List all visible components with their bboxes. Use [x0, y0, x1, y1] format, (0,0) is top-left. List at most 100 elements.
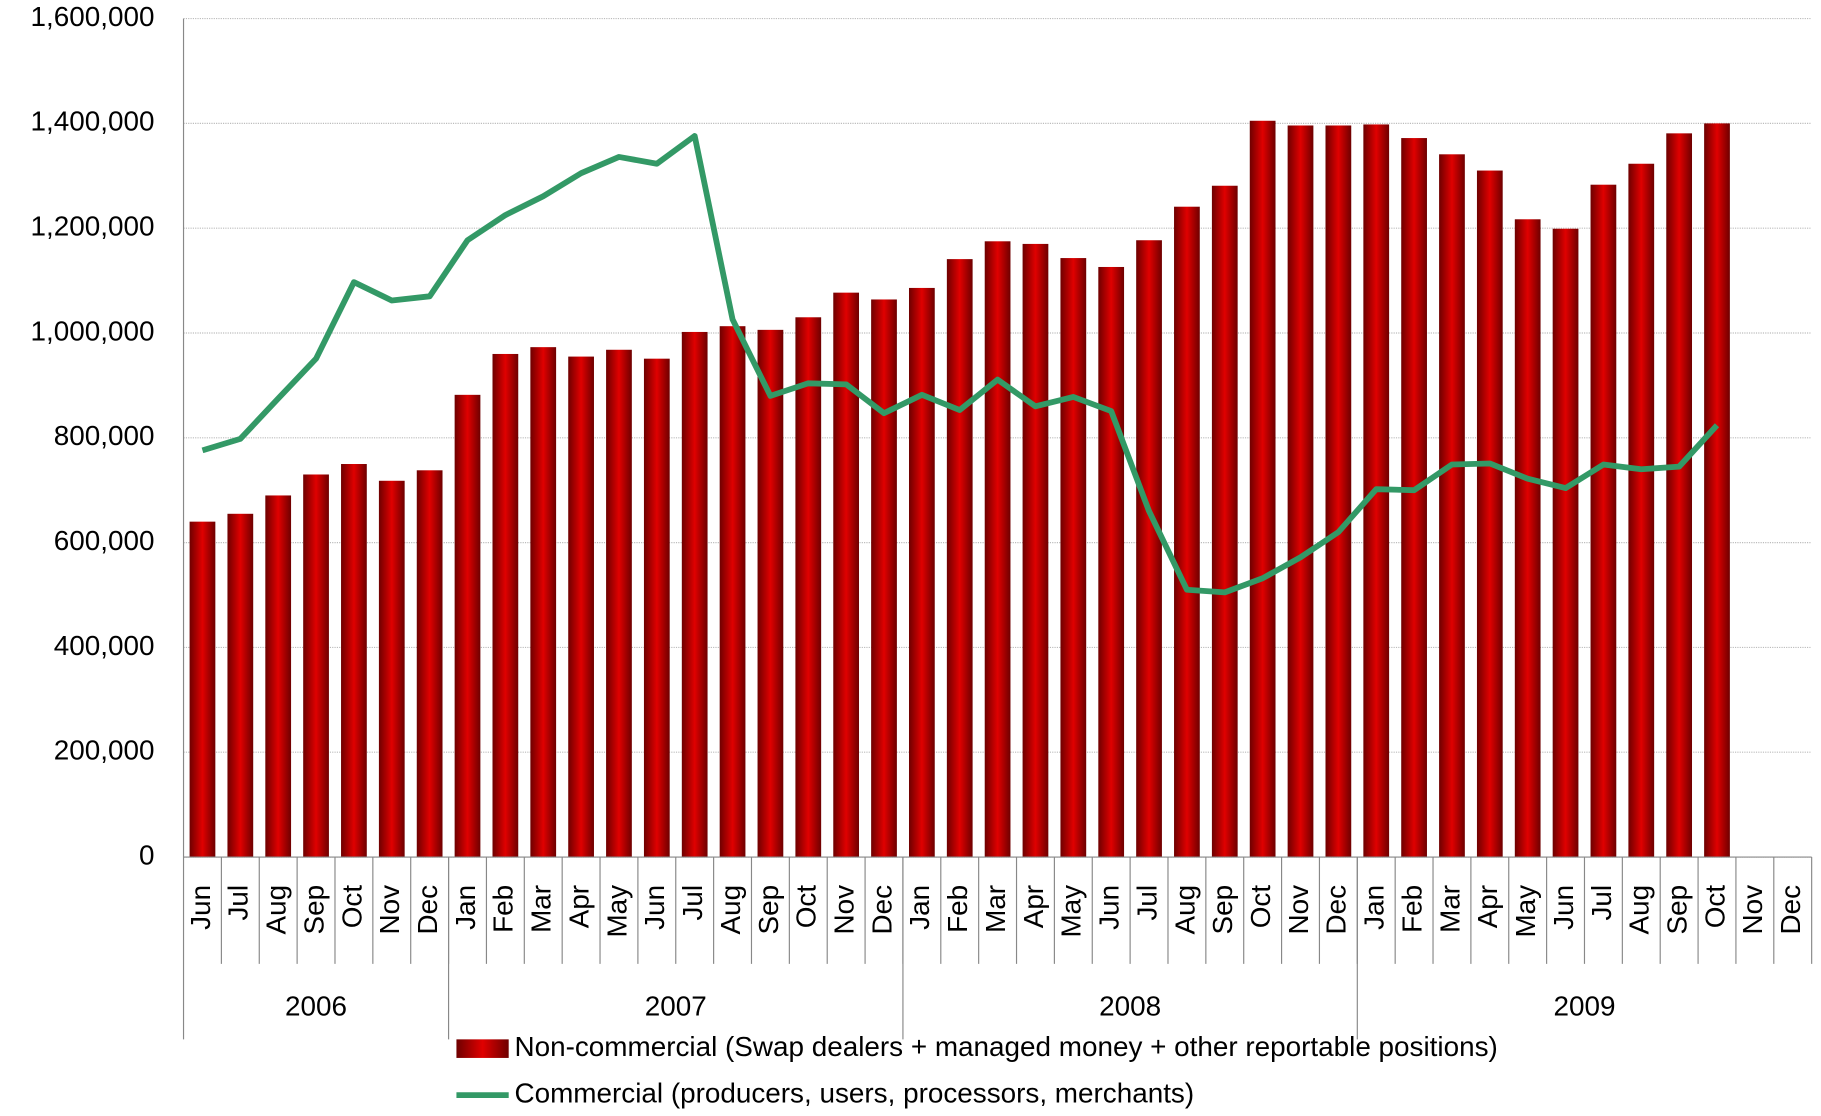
- bar: [189, 521, 216, 858]
- x-tick-label: Jul: [677, 885, 708, 921]
- x-tick-label: Apr: [1018, 885, 1049, 928]
- x-tick-label: Sep: [1661, 885, 1692, 935]
- x-tick-label: Nov: [829, 885, 860, 935]
- legend-label: Non-commercial (Swap dealers + managed m…: [515, 1031, 1498, 1062]
- bar: [1590, 184, 1617, 858]
- x-tick-label: Oct: [1699, 885, 1730, 929]
- bar: [1249, 120, 1276, 858]
- x-tick-label: May: [1510, 885, 1541, 938]
- x-tick-label: Jun: [185, 885, 216, 930]
- bar: [871, 299, 897, 858]
- bar: [1401, 138, 1427, 858]
- bar: [1704, 123, 1730, 858]
- bar: [378, 480, 405, 858]
- bar: [1022, 243, 1049, 858]
- x-tick-label: Jan: [450, 885, 481, 930]
- bar: [795, 317, 822, 858]
- y-tick-label: 1,400,000: [31, 106, 155, 137]
- x-tick-label: Sep: [298, 885, 329, 935]
- y-tick-label: 1,000,000: [31, 315, 155, 346]
- x-tick-label: Mar: [1434, 885, 1465, 933]
- x-tick-label: Jun: [639, 885, 670, 930]
- x-tick-label: Oct: [791, 885, 822, 929]
- bar: [265, 495, 292, 858]
- x-tick-label: Jan: [1359, 885, 1390, 930]
- bar: [1628, 163, 1655, 858]
- bar: [1174, 206, 1200, 858]
- bar: [454, 394, 481, 858]
- x-tick-label: Jul: [1586, 885, 1617, 921]
- bar: [908, 287, 935, 858]
- x-tick-label: Oct: [336, 885, 367, 929]
- bar: [1211, 185, 1238, 858]
- bar: [643, 358, 670, 858]
- x-tick-label: Jan: [904, 885, 935, 930]
- bar: [530, 347, 557, 858]
- x-tick-label: Mar: [980, 885, 1011, 933]
- bar: [492, 353, 519, 858]
- bar: [757, 329, 784, 858]
- x-tick-label: Dec: [412, 885, 443, 935]
- bar: [1325, 125, 1352, 858]
- x-tick-label: Dec: [1775, 885, 1806, 935]
- x-tick-label: Jul: [1131, 885, 1162, 921]
- x-tick-label: Aug: [261, 885, 292, 935]
- bar: [984, 241, 1011, 858]
- x-tick-label: Dec: [1321, 885, 1352, 935]
- x-tick-label: Feb: [1396, 885, 1427, 933]
- x-tick-label: Nov: [1737, 885, 1768, 935]
- line: [201, 133, 1720, 596]
- bar: [341, 464, 367, 858]
- bar: [833, 292, 860, 858]
- bar: [1552, 228, 1579, 858]
- x-tick-label: Feb: [942, 885, 973, 933]
- x-tick-label: Nov: [374, 885, 405, 935]
- x-tick-label: Nov: [1283, 885, 1314, 935]
- year-label: 2009: [1553, 990, 1615, 1021]
- x-tick-label: Aug: [715, 885, 746, 935]
- y-tick-label: 800,000: [54, 420, 155, 451]
- bar: [1439, 154, 1465, 858]
- bar: [606, 349, 632, 858]
- x-tick-label: Sep: [753, 885, 784, 935]
- x-tick-label: Jul: [223, 885, 254, 921]
- legend-label: Commercial (producers, users, processors…: [515, 1077, 1195, 1108]
- year-label: 2007: [645, 990, 707, 1021]
- x-tick-label: Jun: [1548, 885, 1579, 930]
- x-tick-label: Jun: [1094, 885, 1125, 930]
- year-label: 2008: [1099, 990, 1161, 1021]
- x-tick-label: Aug: [1624, 885, 1655, 935]
- y-tick-label: 200,000: [54, 735, 155, 766]
- x-tick-label: May: [601, 885, 632, 938]
- bar: [303, 474, 329, 858]
- x-tick-label: Oct: [1245, 885, 1276, 929]
- x-tick-label: May: [1056, 885, 1087, 938]
- bar: [568, 356, 594, 858]
- x-tick-label: Sep: [1207, 885, 1238, 935]
- bar: [416, 470, 443, 858]
- bar: [1666, 133, 1693, 858]
- x-tick-label: Apr: [1472, 885, 1503, 928]
- bar: [946, 259, 973, 858]
- bar: [1060, 258, 1087, 858]
- legend-swatch: [456, 1039, 509, 1058]
- bar: [1514, 219, 1541, 858]
- bar: [719, 326, 746, 858]
- year-label: 2006: [285, 990, 347, 1021]
- y-tick-label: 1,600,000: [31, 1, 155, 32]
- bar: [1098, 266, 1125, 858]
- bar: [1476, 170, 1503, 858]
- bar: [681, 331, 708, 858]
- y-tick-label: 1,200,000: [31, 211, 155, 242]
- y-tick-label: 0: [139, 839, 155, 870]
- x-tick-label: Feb: [488, 885, 519, 933]
- x-tick-label: Dec: [866, 885, 897, 935]
- bar: [1287, 125, 1314, 858]
- bar: [227, 513, 254, 858]
- bar: [1136, 240, 1162, 858]
- x-tick-label: Mar: [526, 885, 557, 933]
- y-tick-label: 400,000: [54, 630, 155, 661]
- x-tick-label: Aug: [1169, 885, 1200, 935]
- x-tick-label: Apr: [563, 885, 594, 928]
